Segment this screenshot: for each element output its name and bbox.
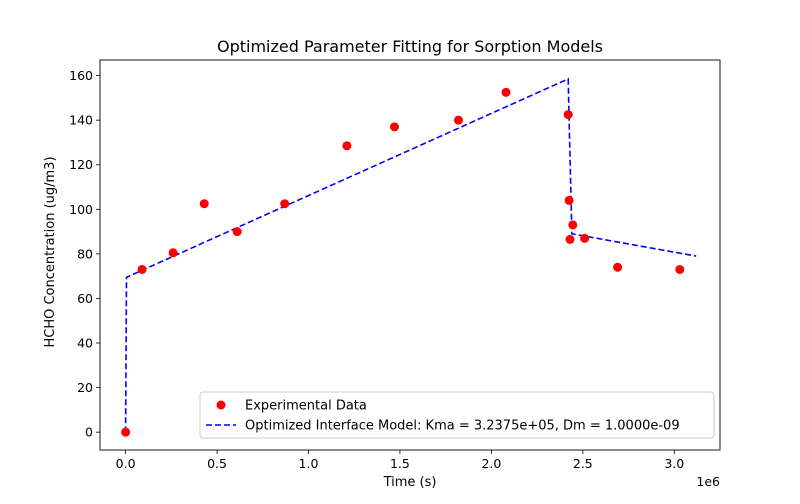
x-tick-label: 2.0: [481, 456, 501, 471]
y-tick-label: 0: [85, 425, 93, 440]
y-tick-label: 100: [69, 202, 93, 217]
legend: Experimental Data Optimized Interface Mod…: [199, 391, 715, 439]
legend-box: [199, 391, 715, 439]
x-tick-label: 0.5: [207, 456, 227, 471]
x-tick-label: 1.5: [390, 456, 410, 471]
data-point: [199, 199, 209, 209]
data-point: [580, 233, 590, 243]
x-tick-label: 2.5: [573, 456, 593, 471]
data-point: [168, 248, 178, 258]
y-tick-label: 140: [69, 113, 93, 128]
legend-label-model: Optimized Interface Model: Kma = 3.2375e…: [245, 419, 680, 434]
y-tick-label: 20: [77, 380, 93, 395]
plot-area: 0.0 0.5 1.0 1.5 2.0 2.5 3.0 0 20 40 60 80 100 120 140 1…: [69, 59, 721, 471]
data-point: [564, 195, 574, 205]
data-point: [342, 141, 352, 151]
y-tick-label: 160: [69, 68, 93, 83]
y-tick-label: 120: [69, 157, 93, 172]
data-point: [280, 199, 290, 209]
axes-frame: [99, 59, 721, 451]
y-axis-label: HCHO Concentration (ug/m3): [43, 156, 58, 347]
data-point: [232, 227, 242, 237]
data-point: [565, 234, 575, 244]
model-fit-line: [124, 77, 697, 433]
x-tick-label: 0.0: [116, 456, 136, 471]
chart-title: Optimized Parameter Fitting for Sorption…: [217, 37, 603, 56]
data-point: [389, 122, 399, 132]
x-tick-label: 3.0: [664, 456, 684, 471]
y-tick-label: 40: [77, 336, 93, 351]
data-point: [613, 262, 623, 272]
data-point: [137, 264, 147, 274]
x-tick-label: 1.0: [299, 456, 319, 471]
data-point: [501, 87, 511, 97]
x-axis-label: Time (s): [383, 475, 437, 490]
data-point: [563, 110, 573, 120]
legend-label-experimental: Experimental Data: [245, 399, 367, 414]
data-point: [675, 264, 685, 274]
data-point: [453, 115, 463, 125]
data-point: [121, 427, 131, 437]
x-axis-offset-label: 1e6: [696, 474, 720, 489]
legend-marker-experimental: [216, 400, 226, 410]
data-point: [568, 220, 578, 230]
y-tick-label: 60: [77, 291, 93, 306]
y-tick-label: 80: [77, 246, 93, 261]
